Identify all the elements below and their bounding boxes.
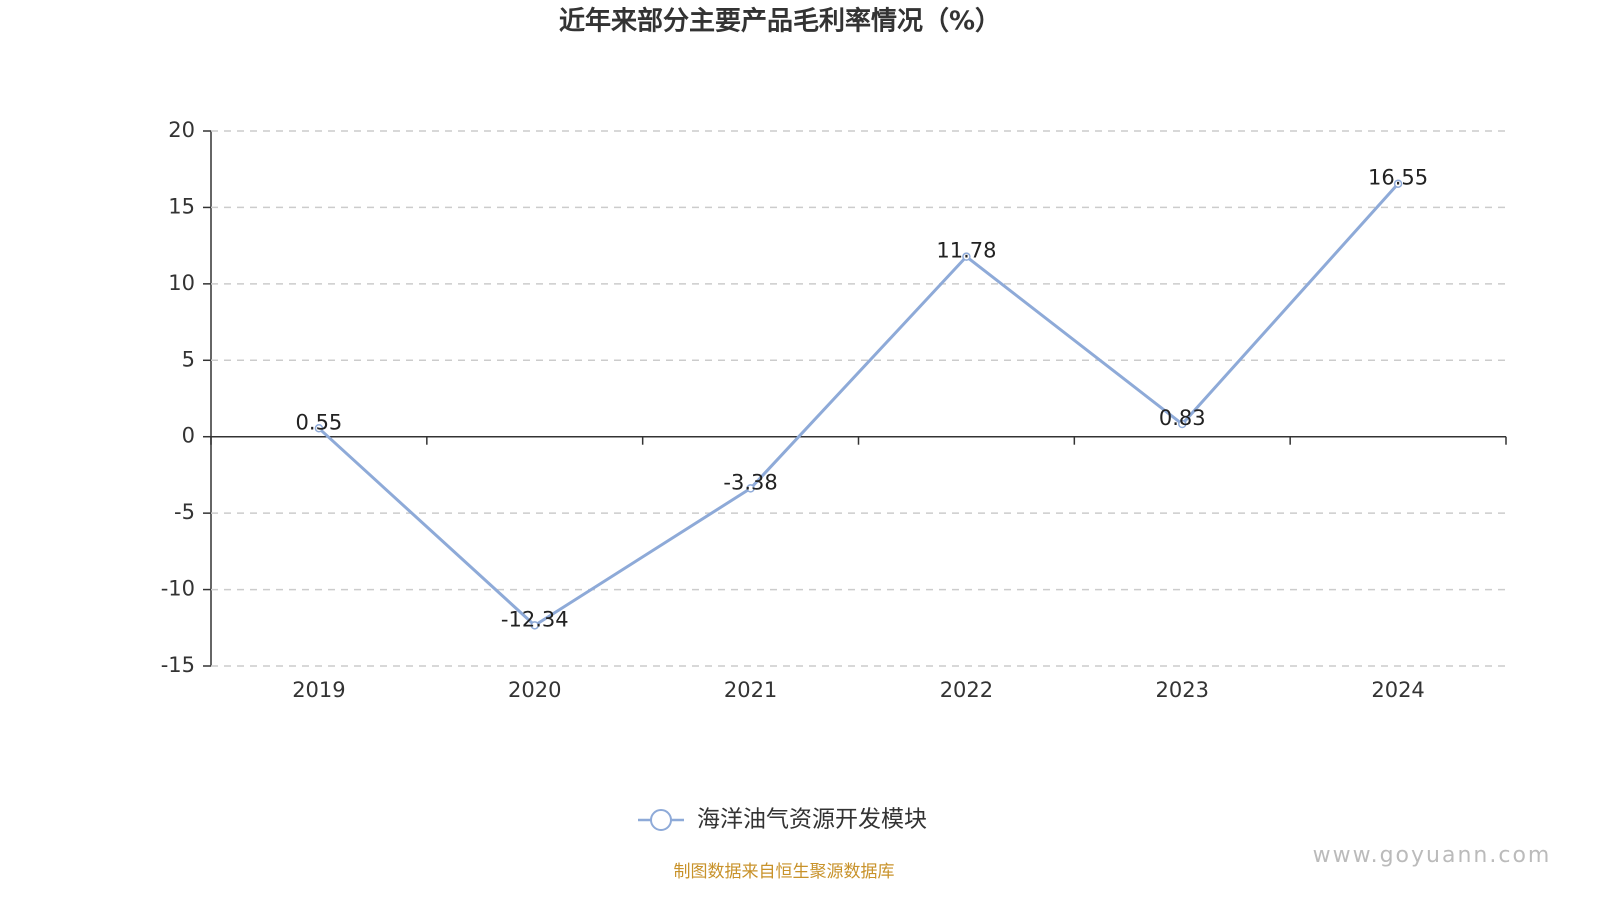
x-tick-label: 2022: [940, 678, 993, 702]
x-tick-label: 2021: [724, 678, 777, 702]
data-point: [530, 621, 539, 630]
data-point: [314, 424, 324, 433]
legend-label: 海洋油气资源开发模块: [697, 807, 927, 833]
data-label: 11.78: [936, 239, 996, 263]
data-point: [962, 252, 971, 261]
data-label: -3.38: [723, 470, 777, 494]
legend-marker: [650, 809, 672, 831]
chart-title: 近年来部分主要产品毛利率情况（%）: [559, 6, 1001, 37]
y-tick-label: 0: [182, 424, 195, 448]
data-label: 0.55: [296, 410, 343, 434]
data-label: 0.83: [1159, 406, 1206, 430]
x-tick-label: 2024: [1371, 678, 1424, 702]
x-tick-label: 2020: [508, 678, 561, 702]
y-tick-label: -15: [161, 653, 195, 677]
x-tick-label: 2019: [292, 678, 345, 702]
y-tick-label: 10: [168, 271, 195, 295]
data-point: [1393, 179, 1403, 188]
y-tick-label: -10: [161, 577, 195, 601]
y-tick-label: 20: [168, 118, 195, 142]
y-tick-label: 15: [168, 194, 195, 218]
source-note: 制图数据来自恒生聚源数据库: [674, 862, 895, 882]
data-line: [317, 182, 1400, 628]
data-point: [1178, 419, 1187, 429]
data-label: -12.34: [501, 607, 569, 631]
x-tick-label: 2023: [1156, 678, 1209, 702]
y-tick-label: -5: [174, 500, 195, 524]
watermark: www.goyuann.com: [1313, 843, 1552, 868]
data-label: 16.55: [1368, 166, 1428, 190]
y-tick-label: 5: [182, 347, 195, 371]
data-point: [746, 484, 755, 493]
